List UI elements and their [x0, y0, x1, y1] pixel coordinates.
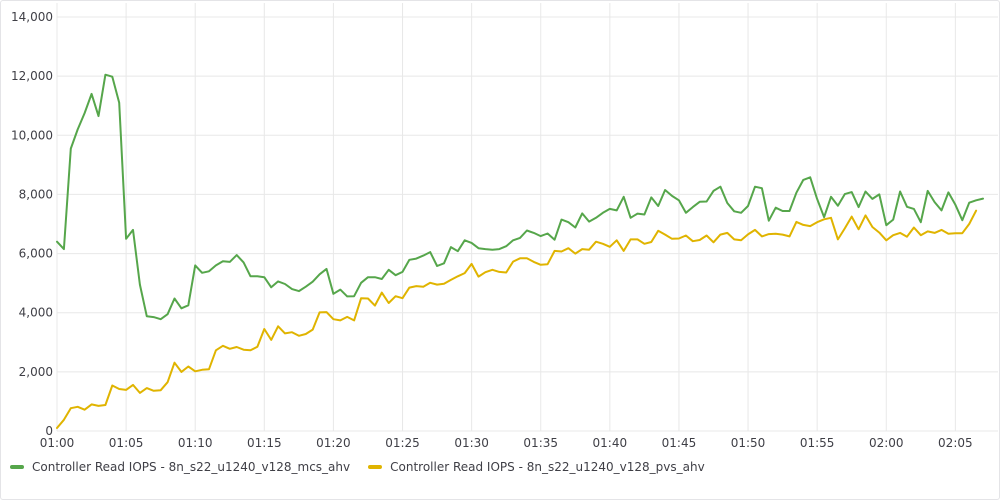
legend-label-mcs: Controller Read IOPS - 8n_s22_u1240_v128…: [32, 460, 351, 474]
grid-lines: [56, 3, 998, 432]
x-tick-label: 01:35: [523, 436, 558, 450]
legend: Controller Read IOPS - 8n_s22_u1240_v128…: [10, 458, 723, 476]
legend-item-pvs[interactable]: Controller Read IOPS - 8n_s22_u1240_v128…: [368, 460, 705, 474]
x-tick-label: 01:50: [731, 436, 766, 450]
x-tick-label: 01:40: [593, 436, 628, 450]
x-tick-label: 01:25: [385, 436, 420, 450]
y-tick-label: 4,000: [19, 306, 53, 320]
y-tick-label: 12,000: [11, 69, 53, 83]
legend-label-pvs: Controller Read IOPS - 8n_s22_u1240_v128…: [390, 460, 705, 474]
x-tick-label: 01:05: [109, 436, 144, 450]
legend-swatch-pvs: [368, 465, 383, 469]
legend-item-mcs[interactable]: Controller Read IOPS - 8n_s22_u1240_v128…: [10, 460, 350, 474]
y-tick-label: 0: [45, 424, 53, 438]
x-tick-label: 01:00: [40, 436, 75, 450]
x-tick-label: 01:20: [316, 436, 351, 450]
y-tick-label: 2,000: [19, 365, 53, 379]
x-tick-label: 02:05: [938, 436, 973, 450]
series-lines: [56, 73, 984, 429]
x-tick-label: 01:15: [247, 436, 282, 450]
x-tick-label: 02:00: [869, 436, 904, 450]
series-line-1[interactable]: [56, 209, 978, 429]
x-axis-ticks: 01:00 01:05 01:10 01:15 01:20 01:25 01:30 01:35…: [40, 436, 973, 450]
legend-swatch-mcs: [10, 465, 24, 469]
x-tick-label: 01:30: [454, 436, 489, 450]
y-tick-label: 10,000: [11, 128, 53, 142]
series-line-0[interactable]: [56, 73, 984, 321]
x-tick-label: 01:55: [800, 436, 835, 450]
x-tick-label: 01:45: [662, 436, 697, 450]
y-tick-label: 14,000: [11, 10, 53, 24]
y-tick-label: 6,000: [19, 247, 53, 261]
y-axis-ticks: 0 2,000 4,000 6,000 8,000 10,000 12,000 14,000: [11, 10, 53, 438]
x-tick-label: 01:10: [178, 436, 213, 450]
y-tick-label: 8,000: [19, 187, 53, 201]
